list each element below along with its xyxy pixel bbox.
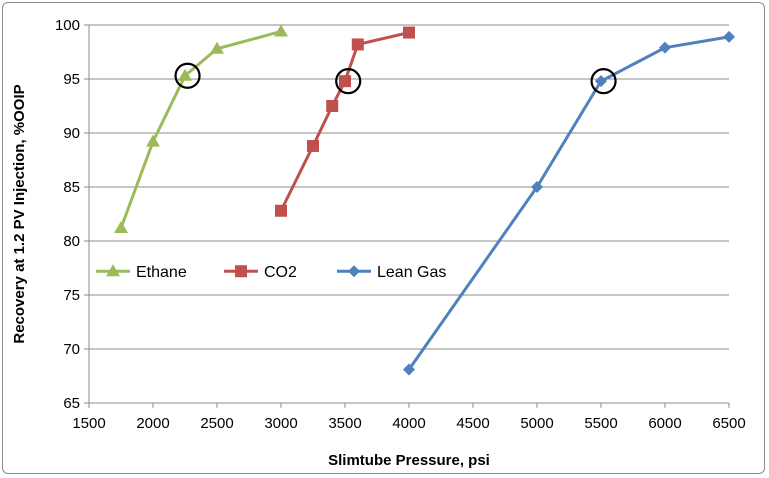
legend-item-co2: CO2: [224, 264, 297, 281]
series-line-co2: [279, 31, 410, 212]
legend-label-ethane: Ethane: [136, 264, 187, 281]
series-co2: [275, 26, 415, 217]
data-point-ethane: [210, 41, 224, 54]
y-tick-label-70: 70: [63, 341, 80, 358]
x-tick-label-2000: 2000: [136, 415, 169, 432]
series-lean-gas: [403, 30, 735, 376]
data-point-co2: [326, 100, 339, 112]
x-axis-title: Slimtube Pressure, psi: [328, 452, 490, 469]
data-point-lean-gas: [595, 75, 607, 88]
series-line-lean-gas: [407, 35, 730, 371]
legend-marker-co2: [235, 265, 247, 278]
y-tick-label-100: 100: [55, 17, 80, 34]
legend-label-co2: CO2: [264, 264, 297, 281]
y-tick-label-90: 90: [63, 125, 80, 142]
y-axis-title: Recovery at 1.2 PV Injection, %OOIP: [11, 84, 28, 343]
series-ethane: [114, 24, 288, 234]
legend-item-ethane: Ethane: [96, 264, 187, 281]
x-tick-label-5500: 5500: [584, 415, 617, 432]
axes: [84, 24, 730, 408]
x-tick-label-6500: 6500: [712, 415, 745, 432]
y-tick-label-65: 65: [63, 395, 80, 412]
annotation-circle-lean-gas: [590, 68, 617, 95]
data-point-co2: [275, 204, 287, 217]
y-tick-labels: 65 70 75 80 85 90 95 100: [55, 17, 80, 412]
data-point-co2: [351, 38, 364, 51]
legend-item-lean-gas: Lean Gas: [337, 264, 446, 281]
series-group: [114, 24, 735, 376]
annotation-circles: [174, 62, 617, 95]
legend: Ethane CO2 Lean Gas: [96, 264, 446, 281]
gridlines: [89, 24, 729, 404]
data-point-co2: [307, 139, 319, 152]
data-point-lean-gas: [659, 41, 671, 54]
x-tick-label-1500: 1500: [72, 415, 105, 432]
x-tick-labels: 1500 2000 2500 3000 3500 4000 4500 5000 5500 6000…: [72, 415, 745, 432]
legend-label-lean-gas: Lean Gas: [377, 264, 446, 281]
x-tick-label-3000: 3000: [264, 415, 297, 432]
data-point-ethane: [178, 68, 192, 81]
y-tick-label-85: 85: [63, 179, 80, 196]
x-tick-label-3500: 3500: [328, 415, 361, 432]
series-line-ethane: [119, 30, 282, 229]
data-point-ethane: [114, 221, 128, 234]
data-point-co2: [403, 26, 415, 39]
y-tick-label-95: 95: [63, 71, 80, 88]
legend-marker-ethane: [106, 264, 120, 277]
x-tick-label-4000: 4000: [392, 415, 425, 432]
x-tick-label-6000: 6000: [648, 415, 681, 432]
annotation-circle-co2: [335, 68, 362, 95]
y-tick-label-75: 75: [63, 287, 80, 304]
y-tick-label-80: 80: [63, 233, 80, 250]
data-point-lean-gas: [531, 181, 543, 193]
data-point-co2: [339, 75, 351, 88]
x-tick-label-5000: 5000: [520, 415, 553, 432]
annotation-circle-ethane: [174, 62, 201, 89]
data-point-ethane: [146, 134, 160, 147]
data-point-lean-gas: [403, 363, 415, 376]
data-point-lean-gas: [723, 30, 735, 43]
data-point-ethane: [274, 24, 288, 37]
x-tick-label-2500: 2500: [200, 415, 233, 432]
chart-frame: [2, 2, 765, 474]
x-tick-label-4500: 4500: [456, 415, 489, 432]
legend-marker-lean-gas: [348, 265, 360, 278]
